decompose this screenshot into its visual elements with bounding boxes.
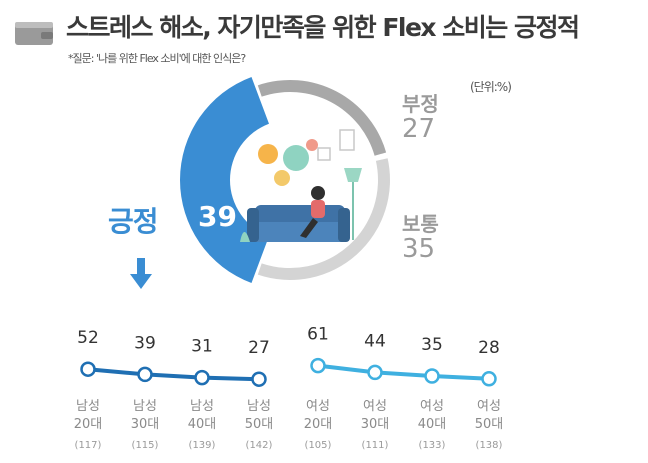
- data-label: 31: [191, 337, 213, 357]
- category-label: 50대: [245, 417, 274, 432]
- sample-count: (138): [476, 440, 503, 451]
- data-label: 28: [478, 338, 500, 358]
- category-label: 30대: [361, 417, 390, 432]
- data-label: 52: [77, 328, 99, 348]
- donut-slice-negative: [257, 80, 387, 156]
- line-point: [481, 371, 497, 387]
- negative-value: 27: [402, 114, 436, 144]
- category-label: 40대: [418, 417, 447, 432]
- line-charts: 52 남성 20대 (117) 39 남성 30대 (115) 31 남성 40대 (139) 27 남성…: [74, 325, 504, 451]
- negative-label: 부정: [402, 92, 439, 116]
- category-label: 50대: [475, 417, 504, 432]
- line-point: [424, 368, 440, 384]
- data-label: 44: [364, 331, 386, 351]
- sample-count: (133): [419, 440, 446, 451]
- header: 스트레스 해소, 자기만족을 위한 Flex 소비는 긍정적 *질문: '나를 …: [0, 0, 648, 65]
- living-room-illustration: [240, 129, 362, 242]
- page-title: 스트레스 해소, 자기만족을 위한 Flex 소비는 긍정적: [66, 13, 580, 42]
- line-point: [367, 364, 383, 381]
- category-label: 30대: [131, 417, 160, 432]
- female-series-line: [317, 363, 490, 381]
- data-label: 39: [134, 333, 156, 353]
- category-label: 남성: [190, 399, 214, 414]
- category-label: 20대: [304, 417, 333, 432]
- donut-chart: [179, 76, 390, 284]
- category-label: 여성: [477, 399, 501, 414]
- male-series-line: [87, 367, 260, 382]
- category-label: 20대: [74, 417, 103, 432]
- sample-count: (139): [189, 440, 216, 451]
- category-label: 여성: [363, 399, 387, 414]
- category-label: 남성: [76, 399, 100, 414]
- sample-count: (115): [132, 440, 159, 451]
- line-point: [137, 366, 153, 383]
- data-label: 61: [307, 325, 329, 345]
- arrow-down-icon: [130, 258, 152, 289]
- line-point: [310, 357, 326, 374]
- category-label: 여성: [420, 399, 444, 414]
- sample-count: (142): [246, 440, 273, 451]
- sample-count: (111): [362, 440, 389, 451]
- question-note: *질문: '나를 위한 Flex 소비'에 대한 인식은?: [68, 52, 246, 65]
- wallet-icon: [15, 22, 53, 45]
- category-label: 남성: [247, 399, 271, 414]
- positive-value: 39: [198, 200, 237, 233]
- sample-count: (105): [305, 440, 332, 451]
- neutral-value: 35: [402, 234, 436, 264]
- donut-slice-positive: [179, 76, 269, 284]
- category-label: 남성: [133, 399, 157, 414]
- unit-label: (단위:%): [470, 80, 512, 94]
- category-label: 40대: [188, 417, 217, 432]
- data-label: 27: [248, 338, 270, 358]
- positive-label: 긍정: [108, 205, 159, 238]
- line-point: [251, 371, 267, 387]
- line-point: [194, 369, 210, 386]
- line-point: [80, 361, 96, 377]
- data-label: 35: [421, 335, 443, 355]
- sample-count: (117): [75, 440, 102, 451]
- donut-slice-neutral: [257, 158, 390, 280]
- neutral-label: 보통: [402, 212, 439, 236]
- category-label: 여성: [306, 399, 330, 414]
